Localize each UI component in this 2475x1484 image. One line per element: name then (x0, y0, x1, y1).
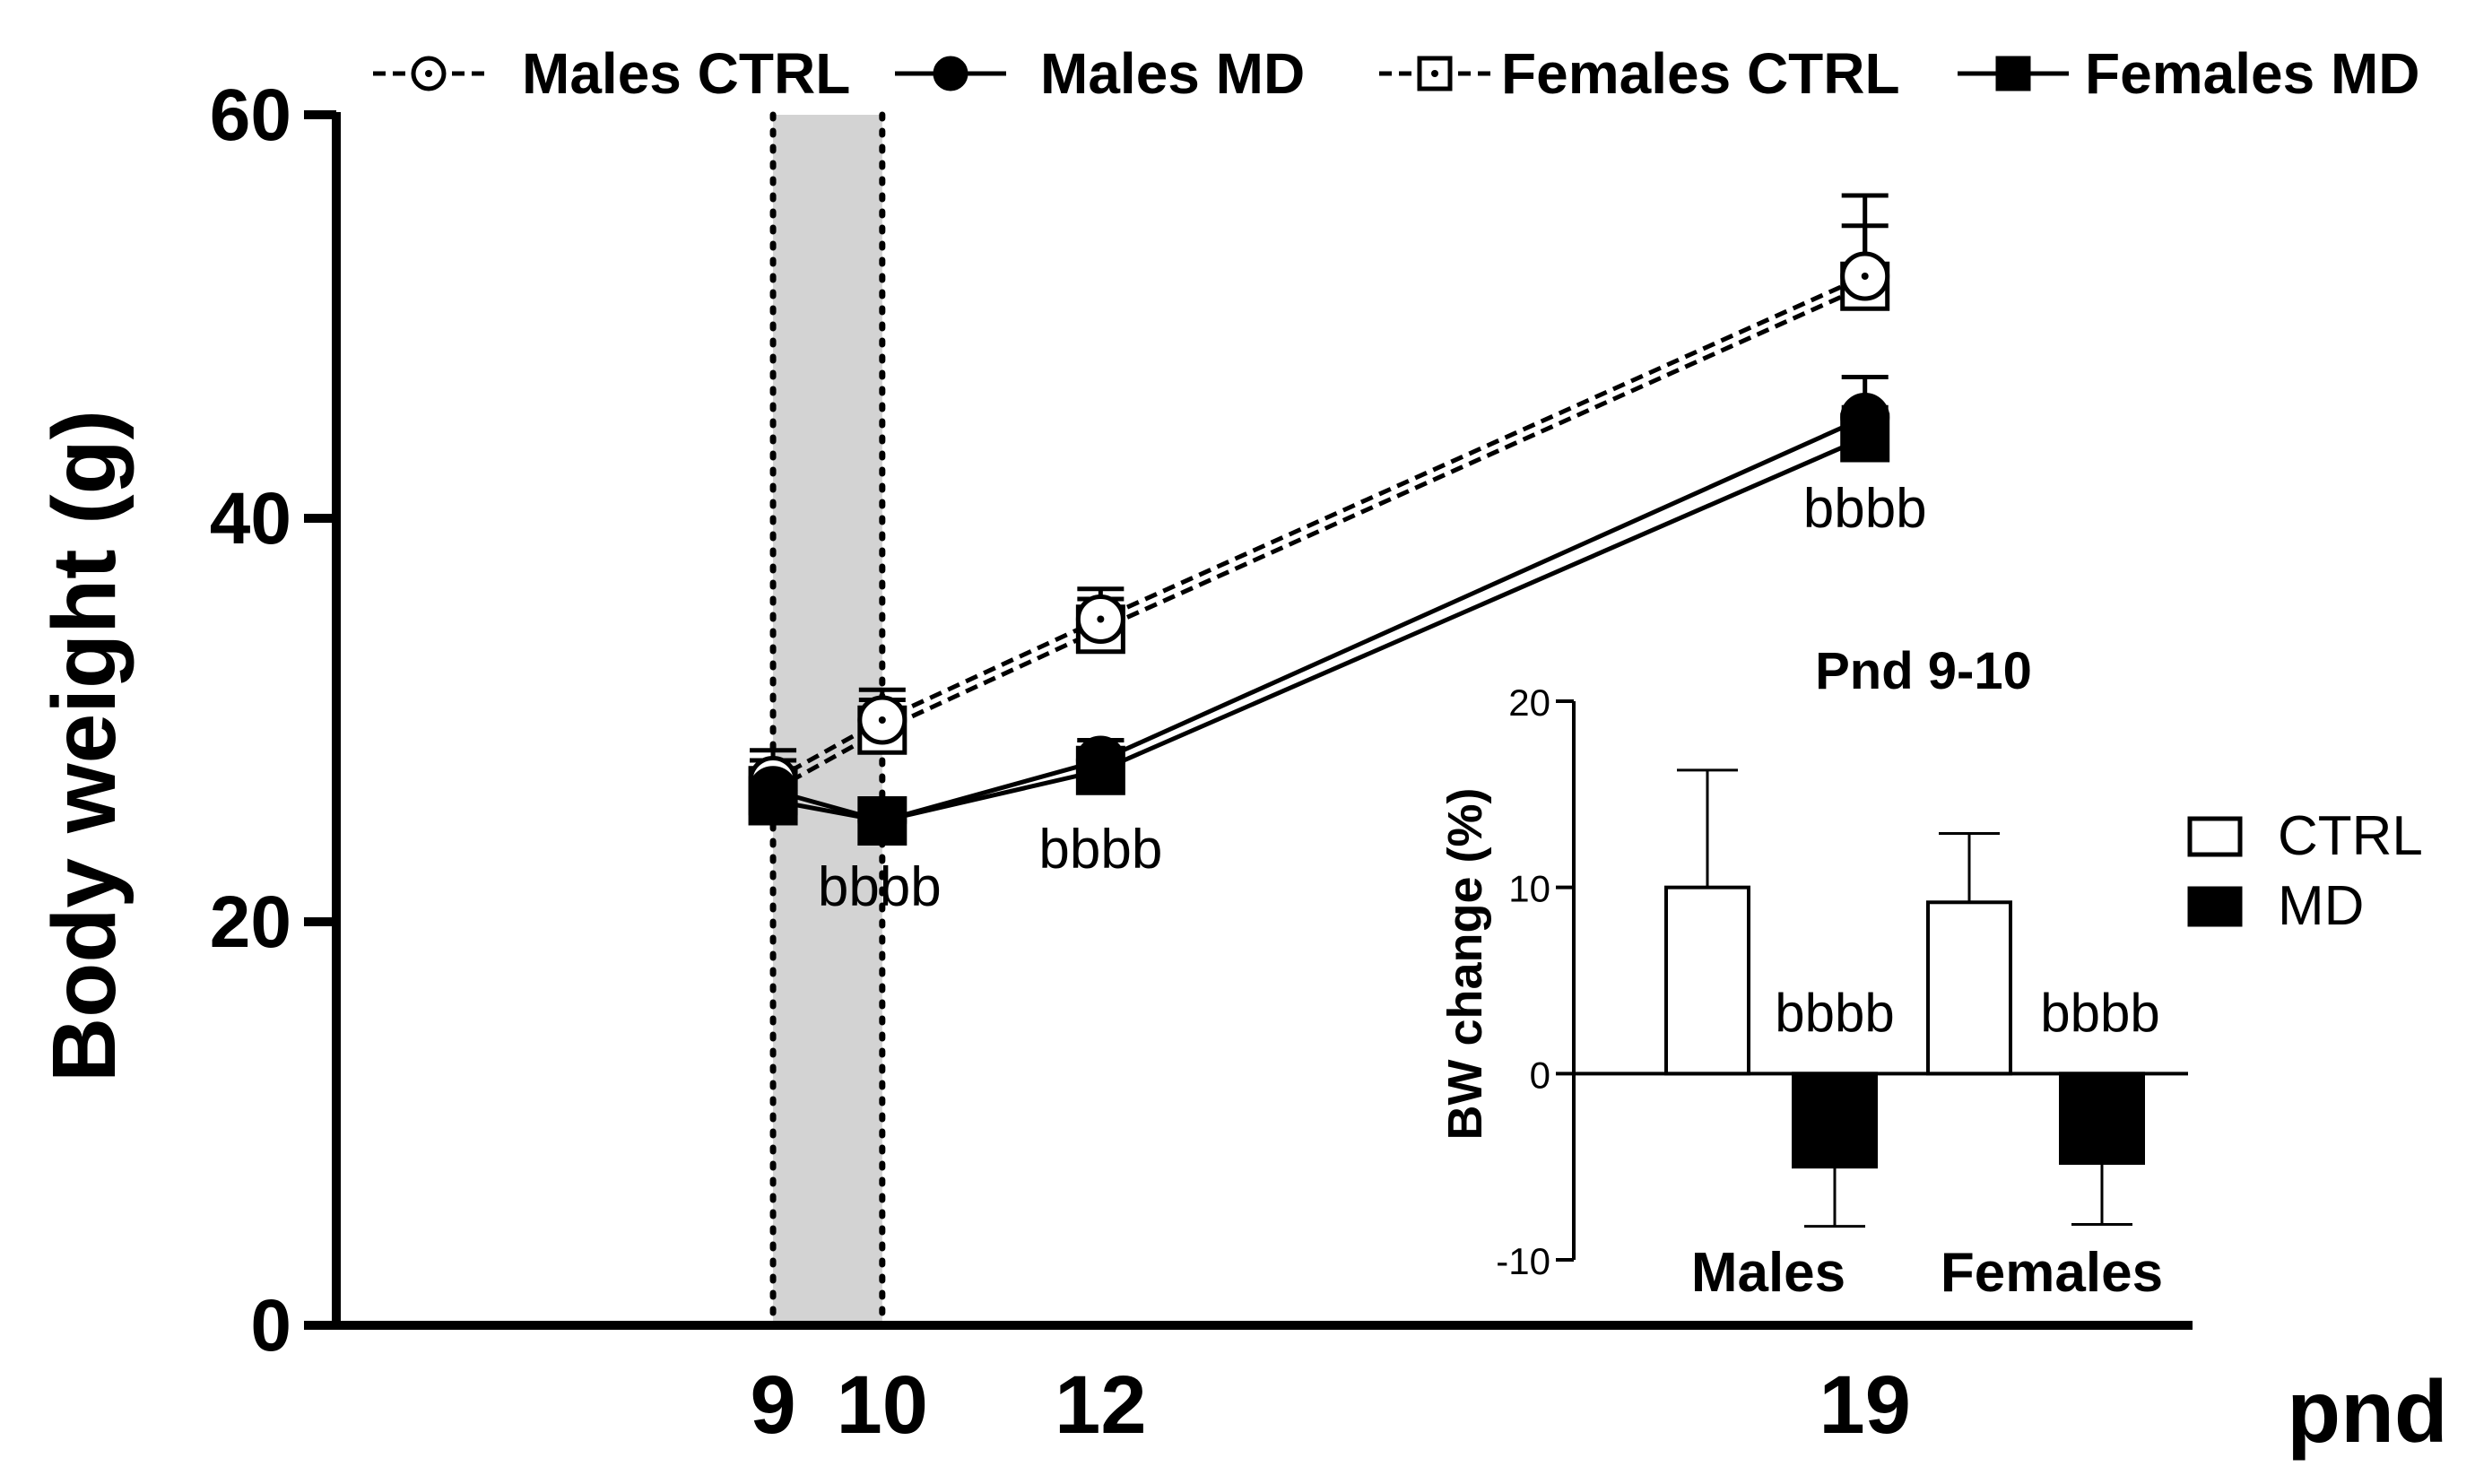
inset-legend-swatch-md (2187, 886, 2243, 927)
legend-label-females-md: Females MD (2085, 41, 2419, 106)
main-line-chart: 0 20 40 60 9 10 12 19 pnd Body weight (g) bbbb bbbb… (34, 41, 2448, 1461)
y-tick-label-60: 60 (210, 74, 291, 156)
significance-annotation-pnd-19: bbbb (1803, 478, 1927, 540)
legend-label-females-ctrl: Females CTRL (1501, 41, 1900, 106)
legend-marker-males-ctrl-dot (425, 70, 432, 77)
inset-title: Pnd 9-10 (1815, 642, 2032, 700)
marker-males-md-9 (748, 766, 798, 816)
inset-y-tick-label-20: 20 (1508, 681, 1550, 724)
inset-category-label-females: Females (1941, 1242, 2163, 1304)
inset-significance-annotation-males: bbbb (1775, 983, 1894, 1043)
significance-annotation-pnd-10: bbbb (818, 856, 942, 918)
inset-category-label-males: Males (1691, 1242, 1845, 1304)
y-tick-label-20: 20 (210, 881, 291, 963)
inset-bar-males-md (1792, 1072, 1878, 1169)
inset-y-tick-label-10: -10 (1496, 1240, 1550, 1282)
legend-label-males-ctrl: Males CTRL (522, 41, 850, 106)
inset-bar-females-ctrl (1926, 900, 2012, 1076)
inset-legend-label-ctrl: CTRL (2278, 805, 2423, 867)
series-line-females-ctrl (771, 283, 1866, 793)
marker-males-md-12 (1075, 735, 1125, 785)
x-tick-label-12: 12 (1055, 1359, 1146, 1451)
x-tick-label-19: 19 (1819, 1359, 1911, 1451)
inset-bar-males-ctrl (1664, 885, 1750, 1076)
series-line-males-ctrl (771, 273, 1866, 783)
series-line-males-md (772, 415, 1866, 824)
series-line-females-md (772, 435, 1866, 824)
marker-males-md-10 (857, 796, 908, 846)
x-tick-label-9: 9 (750, 1359, 795, 1451)
marker-males-ctrl-19-dot (1861, 273, 1869, 280)
marker-males-ctrl-10-dot (878, 716, 886, 724)
y-tick-label-40: 40 (210, 478, 291, 560)
inset-y-tick-label-0: 0 (1530, 1054, 1550, 1096)
y-tick-label-0: 0 (250, 1285, 291, 1367)
inset-bar-females-md (2059, 1072, 2145, 1166)
legend-label-males-md: Males MD (1040, 41, 1305, 106)
marker-males-md-19 (1840, 393, 1890, 442)
inset-bar-chart: Pnd 9-10 -10 0 10 20 BW change (%) Males Female… (1438, 642, 2423, 1304)
significance-annotation-pnd-12: bbbb (1038, 819, 1162, 881)
legend-marker-females-ctrl-dot (1431, 70, 1438, 77)
x-axis-label: pnd (2287, 1362, 2448, 1461)
inset-y-tick-label-10: 10 (1508, 868, 1550, 910)
legend-marker-females-md (1995, 56, 2031, 91)
x-tick-label-10: 10 (837, 1359, 928, 1451)
inset-legend-swatch-ctrl (2187, 816, 2243, 857)
y-axis-label: Body weight (g) (34, 410, 135, 1082)
inset-y-axis-label: BW change (%) (1438, 787, 1492, 1140)
inset-significance-annotation-females: bbbb (2040, 983, 2159, 1043)
inset-legend-label-md: MD (2278, 875, 2364, 937)
marker-males-ctrl-12-dot (1097, 615, 1105, 623)
legend-marker-males-md (933, 56, 968, 91)
